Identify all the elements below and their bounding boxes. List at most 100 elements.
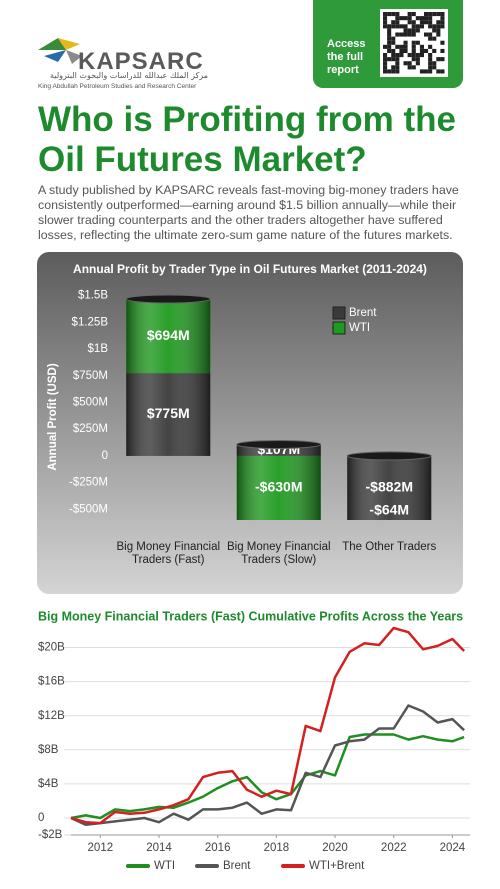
y-tick-label: $250M bbox=[73, 423, 108, 435]
qr-cell bbox=[428, 69, 433, 74]
qr-cell bbox=[411, 12, 416, 17]
qr-cell bbox=[432, 12, 437, 17]
qr-cell bbox=[399, 48, 404, 53]
y-tick-label: $8B bbox=[38, 744, 59, 756]
qr-cell bbox=[383, 20, 388, 25]
qr-cell bbox=[436, 57, 441, 62]
qr-cell bbox=[440, 57, 445, 62]
qr-cell bbox=[432, 28, 437, 33]
qr-cell bbox=[415, 16, 420, 21]
qr-cell bbox=[411, 44, 416, 49]
qr-cell bbox=[411, 40, 416, 45]
qr-cell bbox=[436, 32, 441, 37]
y-tick-label: 0 bbox=[38, 812, 44, 824]
qr-cell bbox=[395, 61, 400, 66]
x-tick-label: 2014 bbox=[146, 842, 172, 854]
legend-label: WTI bbox=[154, 860, 175, 872]
chart-title: Annual Profit by Trader Type in Oil Futu… bbox=[73, 262, 427, 276]
x-tick-label: Big Money Financial Traders (Slow) bbox=[226, 541, 331, 566]
qr-cell bbox=[395, 65, 400, 70]
qr-cell bbox=[419, 48, 424, 53]
x-tick-label: The Other Traders bbox=[342, 541, 437, 553]
qr-cell bbox=[436, 69, 441, 74]
qr-cell bbox=[383, 57, 388, 62]
qr-cell bbox=[411, 20, 416, 25]
y-tick-label: $500M bbox=[73, 397, 108, 409]
intro-text: A study published by KAPSARC reveals fas… bbox=[38, 183, 459, 242]
qr-cell bbox=[403, 28, 408, 33]
value-label: $775M bbox=[147, 405, 190, 421]
qr-cell bbox=[419, 53, 424, 58]
line-series bbox=[70, 626, 465, 825]
qr-cell bbox=[440, 40, 445, 45]
legend-swatch bbox=[332, 306, 346, 320]
qr-cell bbox=[424, 69, 429, 74]
y-tick-label: -$500M bbox=[69, 503, 108, 515]
qr-cell bbox=[419, 69, 424, 74]
qr-cell bbox=[383, 53, 388, 58]
x-tick-label: 2018 bbox=[264, 842, 290, 854]
barrel-top bbox=[125, 294, 211, 304]
qr-cell bbox=[387, 57, 392, 62]
qr-cell bbox=[432, 36, 437, 41]
qr-cell bbox=[391, 57, 396, 62]
qr-cell bbox=[411, 65, 416, 70]
qr-cell bbox=[428, 12, 433, 17]
y-tick-label: -$2B bbox=[38, 829, 63, 841]
qr-cell bbox=[432, 24, 437, 29]
qr-code bbox=[383, 12, 445, 74]
qr-cell bbox=[395, 57, 400, 62]
qr-cell bbox=[440, 16, 445, 21]
bar-shading bbox=[347, 455, 432, 520]
x-tick-label: 2020 bbox=[322, 842, 348, 854]
qr-cell bbox=[415, 28, 420, 33]
qr-cell bbox=[436, 12, 441, 17]
value-label: -$64M bbox=[369, 502, 409, 518]
y-axis-label: Annual Profit (USD) bbox=[47, 363, 59, 470]
qr-cell bbox=[387, 36, 392, 41]
qr-cell bbox=[424, 32, 429, 37]
cta-text[interactable]: Access the full report bbox=[327, 38, 366, 76]
qr-cell bbox=[428, 16, 433, 21]
qr-cell bbox=[403, 24, 408, 29]
legend-label: WTI+Brent bbox=[309, 860, 365, 872]
qr-cell bbox=[383, 65, 388, 70]
line-series bbox=[70, 733, 465, 820]
logo-icon bbox=[38, 38, 82, 64]
qr-cell bbox=[383, 16, 388, 21]
barrel-top bbox=[236, 439, 322, 449]
qr-cell bbox=[419, 20, 424, 25]
qr-cell bbox=[407, 16, 412, 21]
qr-cell bbox=[387, 69, 392, 74]
line-series bbox=[70, 704, 465, 827]
qr-cell bbox=[436, 28, 441, 33]
qr-cell bbox=[411, 57, 416, 62]
qr-cell bbox=[428, 65, 433, 70]
qr-cell bbox=[432, 61, 437, 66]
bar-shading bbox=[236, 444, 321, 456]
value-label: -$882M bbox=[366, 479, 413, 495]
y-tick-label: $16B bbox=[38, 676, 65, 688]
x-tick-label: 2012 bbox=[88, 842, 114, 854]
y-tick-label: -$250M bbox=[69, 477, 108, 489]
qr-cell bbox=[428, 36, 433, 41]
qr-cell bbox=[432, 65, 437, 70]
qr-cell bbox=[395, 24, 400, 29]
qr-cell bbox=[383, 69, 388, 74]
legend-swatch bbox=[332, 321, 346, 335]
qr-cell bbox=[391, 69, 396, 74]
english-name: King Abdullah Petroleum Studies and Rese… bbox=[38, 83, 197, 90]
qr-cell bbox=[440, 69, 445, 74]
qr-cell bbox=[395, 12, 400, 17]
qr-cell bbox=[395, 16, 400, 21]
qr-cell bbox=[395, 32, 400, 37]
y-tick-label: $750M bbox=[73, 370, 108, 382]
qr-cell bbox=[411, 24, 416, 29]
qr-cell bbox=[407, 65, 412, 70]
legend-label: Brent bbox=[349, 307, 377, 319]
bar-shading bbox=[236, 455, 321, 520]
qr-cell bbox=[403, 48, 408, 53]
bar-shading bbox=[126, 373, 211, 456]
qr-cell bbox=[424, 48, 429, 53]
